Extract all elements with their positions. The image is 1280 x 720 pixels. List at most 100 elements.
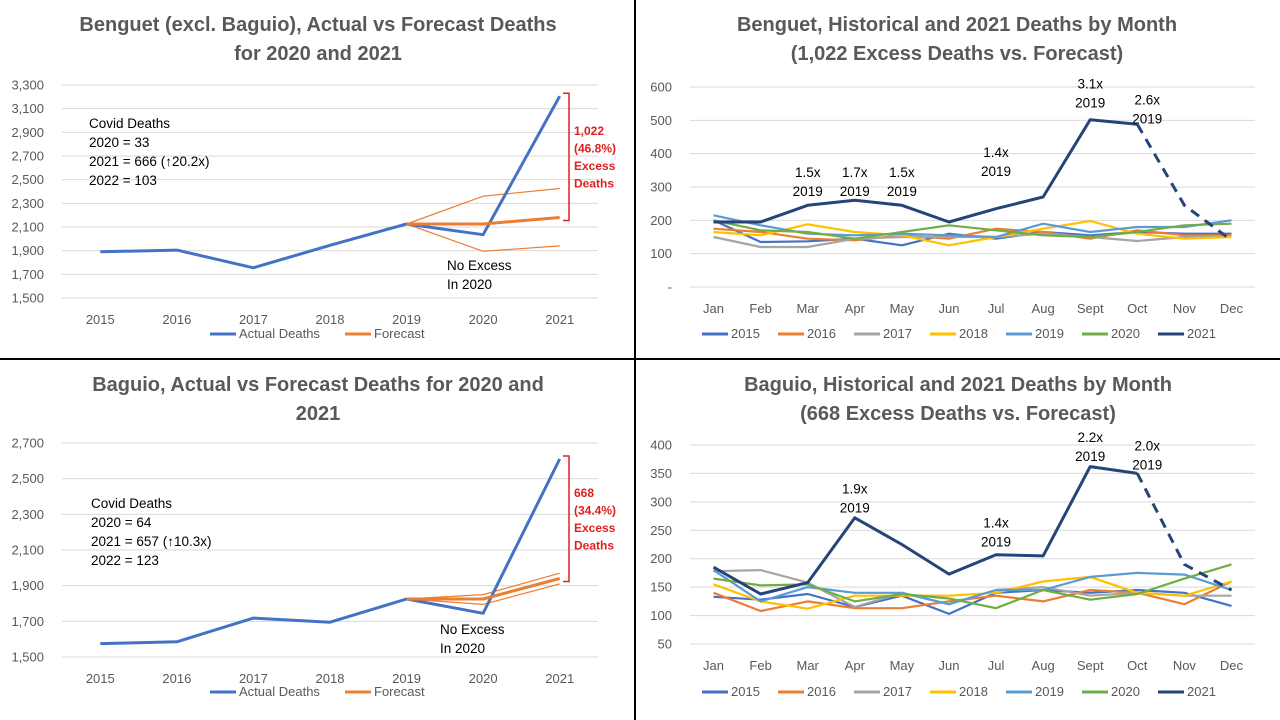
y-tick-label: 200	[650, 213, 672, 228]
covid-deaths-annotation: 2022 = 103	[89, 173, 157, 188]
excess-deaths-annotation: Deaths	[574, 538, 614, 552]
legend-label: 2021	[1187, 326, 1216, 341]
chart-title: Benguet, Historical and 2021 Deaths by M…	[737, 14, 1177, 36]
x-tick-label: Nov	[1173, 658, 1197, 673]
multiplier-annotation: 2.2x	[1077, 430, 1103, 445]
panel-benguet-monthly: Benguet, Historical and 2021 Deaths by M…	[636, 0, 1280, 360]
multiplier-annotation: 2019	[887, 184, 917, 199]
y-tick-label: 2,700	[11, 436, 44, 451]
legend-label: 2015	[731, 684, 760, 699]
covid-deaths-annotation: 2021 = 657 (↑10.3x)	[91, 534, 211, 549]
x-tick-label: May	[890, 301, 915, 316]
x-tick-label: Jan	[703, 301, 724, 316]
y-tick-label: 150	[650, 580, 672, 595]
chart-benguet-actual-vs-forecast: Benguet (excl. Baguio), Actual vs Foreca…	[11, 14, 616, 341]
series-line-actual-deaths	[100, 95, 562, 270]
x-tick-label: Oct	[1127, 301, 1148, 316]
multiplier-annotation: 2019	[840, 184, 870, 199]
x-tick-label: Jul	[988, 301, 1005, 316]
multiplier-annotation: 2019	[981, 164, 1011, 179]
x-tick-label: 2016	[162, 312, 191, 327]
y-tick-label: 350	[650, 466, 672, 481]
covid-deaths-annotation: Covid Deaths	[91, 496, 172, 511]
x-tick-label: Feb	[749, 658, 771, 673]
covid-deaths-annotation: 2020 = 33	[89, 135, 149, 150]
chart-title: (1,022 Excess Deaths vs. Forecast)	[791, 43, 1123, 65]
legend-label: 2016	[807, 326, 836, 341]
y-tick-label: 1,900	[11, 243, 44, 258]
y-tick-label: 1,700	[11, 614, 44, 629]
multiplier-annotation: 2019	[1132, 458, 1162, 473]
y-tick-label: 50	[658, 637, 672, 652]
multiplier-annotation: 2019	[1132, 111, 1162, 126]
legend-label: Forecast	[374, 326, 425, 341]
y-tick-label: 200	[650, 551, 672, 566]
x-tick-label: Feb	[749, 301, 771, 316]
x-tick-label: Jun	[938, 301, 959, 316]
y-tick-label: 400	[650, 438, 672, 453]
chart-baguio-actual-vs-forecast: Baguio, Actual vs Forecast Deaths for 20…	[11, 374, 616, 699]
y-tick-label: 1,900	[11, 578, 44, 593]
chart-title: 2021	[296, 403, 341, 425]
excess-bracket	[563, 92, 570, 222]
x-tick-label: 2020	[469, 671, 498, 686]
panel-baguio-monthly: Baguio, Historical and 2021 Deaths by Mo…	[636, 360, 1280, 720]
y-tick-label: 3,100	[11, 101, 44, 116]
y-tick-label: 2,700	[11, 149, 44, 164]
y-tick-label: 600	[650, 80, 672, 95]
excess-bracket	[563, 455, 570, 583]
series-line-2018	[713, 219, 1232, 247]
excess-deaths-annotation: (34.4%)	[574, 503, 616, 517]
panel-benguet-actual-vs-forecast: Benguet (excl. Baguio), Actual vs Foreca…	[0, 0, 636, 360]
multiplier-annotation: 3.1x	[1077, 77, 1103, 92]
x-tick-label: 2021	[545, 312, 574, 327]
legend-label: 2017	[883, 326, 912, 341]
x-tick-label: 2018	[316, 312, 345, 327]
legend-label: 2016	[807, 684, 836, 699]
x-tick-label: 2016	[162, 671, 191, 686]
no-excess-annotation: In 2020	[440, 641, 485, 656]
series-line-2018	[713, 575, 1232, 610]
x-tick-label: 2020	[469, 312, 498, 327]
panel-baguio-actual-vs-forecast: Baguio, Actual vs Forecast Deaths for 20…	[0, 360, 636, 720]
legend-label: Actual Deaths	[239, 326, 320, 341]
y-tick-label: 100	[650, 246, 672, 261]
y-tick-label: 2,300	[11, 196, 44, 211]
x-tick-label: Jul	[988, 658, 1005, 673]
series-line-forecast	[406, 577, 561, 601]
x-tick-label: Nov	[1173, 301, 1197, 316]
series-line-forecast	[406, 216, 560, 226]
series-line-2016	[713, 580, 1232, 613]
covid-deaths-annotation: 2020 = 64	[91, 515, 152, 530]
legend-label: 2020	[1111, 684, 1140, 699]
x-tick-label: 2019	[392, 312, 421, 327]
multiplier-annotation: 2019	[1075, 449, 1105, 464]
chart-title: Baguio, Historical and 2021 Deaths by Mo…	[744, 374, 1172, 396]
chart-title: (668 Excess Deaths vs. Forecast)	[800, 403, 1116, 425]
x-tick-label: Aug	[1032, 658, 1055, 673]
series-line-2020	[713, 219, 1232, 240]
x-tick-label: Mar	[797, 301, 820, 316]
y-tick-label: 2,500	[11, 172, 44, 187]
multiplier-annotation: 2019	[793, 184, 823, 199]
legend-label: 2020	[1111, 326, 1140, 341]
x-tick-label: 2017	[239, 312, 268, 327]
chart-title: for 2020 and 2021	[234, 43, 402, 65]
legend-label: 2019	[1035, 684, 1064, 699]
x-tick-label: Sept	[1077, 658, 1104, 673]
x-tick-label: Sept	[1077, 301, 1104, 316]
covid-deaths-annotation: Covid Deaths	[89, 116, 170, 131]
multiplier-annotation: 1.7x	[842, 165, 868, 180]
series-line-actual-deaths	[100, 458, 562, 646]
no-excess-annotation: No Excess	[447, 258, 512, 273]
series-line-2019	[712, 569, 1232, 606]
y-tick-label: 300	[650, 180, 672, 195]
chart-benguet-monthly: Benguet, Historical and 2021 Deaths by M…	[650, 14, 1255, 341]
no-excess-annotation: In 2020	[447, 277, 492, 292]
multiplier-annotation: 1.4x	[983, 515, 1009, 530]
x-tick-label: Apr	[845, 658, 866, 673]
series-line-2021-projected	[1136, 123, 1233, 242]
x-tick-label: May	[890, 658, 915, 673]
covid-deaths-annotation: 2022 = 123	[91, 553, 159, 568]
legend-label: 2019	[1035, 326, 1064, 341]
